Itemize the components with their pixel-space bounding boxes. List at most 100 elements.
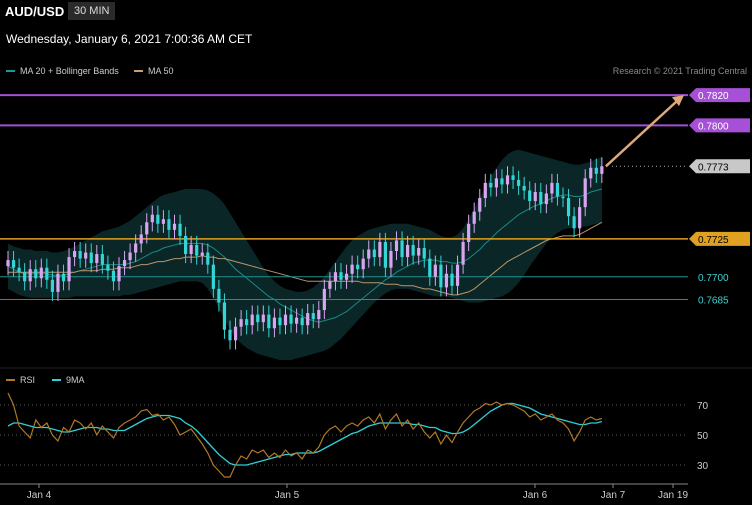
candle-bull	[433, 264, 437, 277]
candle-bear	[50, 279, 54, 292]
candle-bear	[339, 272, 343, 280]
candle-bull	[295, 317, 299, 324]
candle-bull	[272, 317, 276, 329]
candle-bull	[406, 244, 410, 258]
candle-bull	[134, 243, 138, 253]
candle-bear	[511, 175, 515, 180]
candle-bull	[483, 182, 487, 199]
price-label-0.7700: 0.7700	[698, 273, 729, 284]
candle-bear	[439, 264, 443, 288]
candle-bear	[100, 254, 104, 265]
candle-bear	[23, 272, 27, 282]
candle-bear	[267, 314, 271, 329]
candle-bull	[461, 241, 465, 265]
timeframe-selector[interactable]: 30 MIN	[68, 2, 116, 20]
candle-bull	[306, 313, 310, 326]
candle-bull	[550, 182, 554, 194]
forecast-arrowhead	[672, 95, 684, 107]
candle-bear	[211, 264, 215, 289]
candle-bull	[317, 310, 321, 320]
legend-label: 9MA	[66, 375, 85, 385]
candle-bull	[389, 251, 393, 268]
price-tag-0.7725	[689, 231, 750, 246]
x-tick-label: Jan 4	[27, 490, 52, 501]
candle-bull	[322, 288, 326, 311]
candle-bull	[172, 223, 177, 230]
price-label-0.7773: 0.7773	[698, 162, 729, 173]
x-tick-label: Jan 6	[523, 490, 548, 501]
candle-bear	[400, 240, 404, 258]
candle-bear	[45, 267, 49, 280]
candle-bear	[500, 178, 504, 185]
price-tag-0.7820	[689, 88, 750, 103]
candle-bull	[161, 219, 165, 224]
candle-bear	[356, 264, 360, 270]
candle-bear	[156, 214, 160, 224]
legend-label: MA 20 + Bollinger Bands	[20, 66, 119, 76]
candle-bear	[528, 190, 532, 202]
candle-bear	[206, 252, 210, 265]
candle-bull	[39, 267, 43, 279]
candle-bull	[583, 178, 587, 208]
candle-bear	[450, 273, 454, 286]
candle-bear	[594, 167, 598, 174]
candle-bull	[233, 326, 238, 341]
candle-bull	[150, 214, 154, 223]
candle-bear	[517, 179, 521, 186]
candle-bear	[422, 248, 426, 259]
candle-bull	[600, 166, 604, 174]
legend-9ma: 9MA	[52, 375, 85, 385]
x-tick-label: Jan 19	[658, 490, 688, 501]
candle-bear	[428, 258, 432, 277]
candle-bull	[328, 281, 332, 289]
candle-bull	[56, 273, 60, 292]
candle-bull	[505, 175, 510, 185]
price-tag-0.7800	[689, 118, 750, 133]
candle-bull	[333, 272, 338, 282]
candle-bull	[367, 249, 371, 259]
candle-bear	[217, 288, 221, 303]
candle-bull	[283, 314, 288, 326]
candle-bear	[311, 313, 315, 320]
candle-bear	[289, 314, 293, 324]
candle-bull	[128, 252, 132, 261]
candle-bull	[533, 192, 537, 202]
research-credit: Research © 2021 Trading Central	[612, 66, 747, 76]
candle-bull	[378, 241, 382, 258]
candle-bear	[278, 317, 282, 326]
candle-bull	[444, 273, 449, 288]
candle-bear	[222, 302, 227, 330]
candle-bull	[455, 264, 460, 286]
candle-bull	[472, 211, 476, 224]
candle-bear	[539, 192, 543, 205]
price-label-0.7820: 0.7820	[698, 91, 729, 102]
candle-bull	[350, 264, 354, 274]
candle-bull	[544, 193, 548, 205]
legend-rsi: RSI	[6, 375, 35, 385]
candle-bull	[589, 167, 593, 179]
forecast-arrow	[605, 99, 679, 168]
timestamp: Wednesday, January 6, 2021 7:00:36 AM CE…	[6, 32, 253, 46]
candle-bear	[195, 244, 199, 256]
candle-bear	[228, 329, 232, 341]
candle-bear	[256, 314, 260, 323]
legend-label: RSI	[20, 375, 36, 385]
candle-bull	[122, 260, 127, 267]
candle-bull	[200, 252, 204, 256]
candle-bull	[417, 248, 421, 256]
candle-bear	[17, 267, 21, 273]
candle-bear	[566, 198, 571, 217]
candle-bull	[478, 198, 482, 212]
candle-bear	[383, 241, 387, 268]
candle-bull	[6, 260, 10, 267]
candle-bull	[467, 223, 471, 242]
candle-bear	[184, 235, 188, 255]
candle-bear	[34, 269, 38, 279]
candle-bear	[61, 273, 66, 282]
price-label-0.7725: 0.7725	[698, 235, 729, 246]
candle-bear	[89, 252, 93, 264]
candle-bull	[145, 222, 149, 235]
symbol-title: AUD/USD	[5, 4, 65, 19]
candle-bear	[178, 223, 182, 236]
